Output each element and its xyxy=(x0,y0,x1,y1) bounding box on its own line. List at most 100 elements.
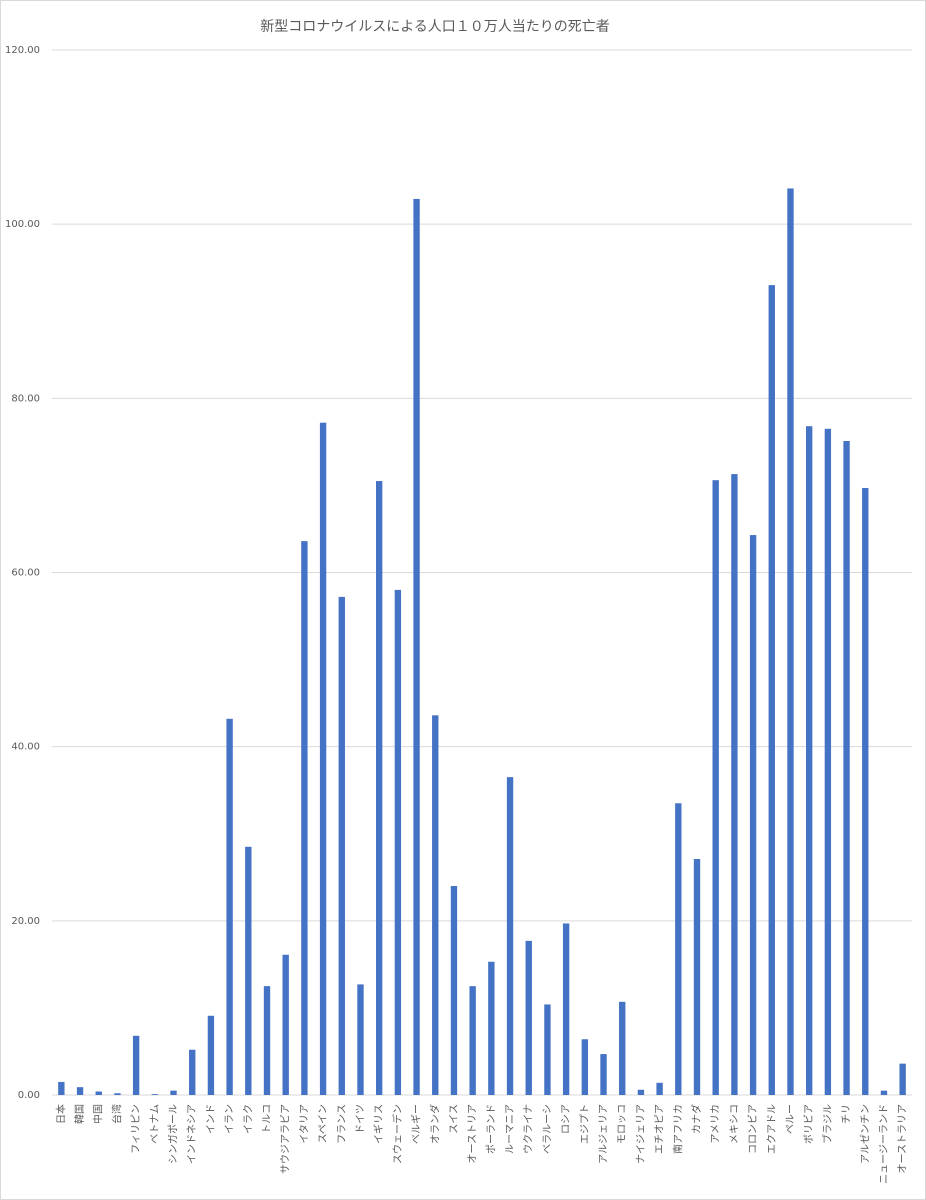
x-tick-label: 韓国 xyxy=(74,1104,86,1124)
bar xyxy=(76,1087,84,1095)
bar xyxy=(338,596,345,1095)
x-tick-label: サウジアラビア xyxy=(280,1104,292,1174)
x-tick-label: ロシア xyxy=(561,1104,572,1134)
bar xyxy=(488,961,495,1095)
bar xyxy=(581,1039,589,1095)
x-tick-label: オランダ xyxy=(428,1104,441,1144)
bar xyxy=(656,1082,663,1095)
x-tick-label: モロッコ xyxy=(617,1104,628,1144)
y-tick-label: 0.00 xyxy=(18,1090,40,1101)
x-tick-label: ドイツ xyxy=(355,1104,366,1134)
x-tick-label: スペイン xyxy=(318,1104,329,1143)
x-tick-label: 中国 xyxy=(92,1104,105,1124)
x-tick-label: ナイジェリア xyxy=(635,1104,647,1164)
y-tick-label: 20.00 xyxy=(11,916,40,927)
x-tick-label: シンガポール xyxy=(168,1104,180,1164)
x-tick-label: アメリカ xyxy=(710,1104,722,1144)
x-tick-label: スウェーデン xyxy=(391,1104,404,1164)
bar xyxy=(544,1004,551,1095)
x-tick-label: イラク xyxy=(242,1104,254,1134)
bar xyxy=(731,474,738,1095)
bar xyxy=(301,541,308,1095)
bar xyxy=(189,1049,196,1095)
bar xyxy=(787,188,794,1095)
bar xyxy=(637,1089,645,1095)
x-tick-label: アルゼンチン xyxy=(859,1104,871,1164)
x-tick-label: オーストラリア xyxy=(897,1104,909,1174)
bar xyxy=(450,886,458,1095)
x-tick-label: オーストリア xyxy=(467,1104,479,1164)
bar xyxy=(824,428,832,1095)
bar xyxy=(619,1001,626,1095)
x-tick-label: ニュージーランド xyxy=(878,1104,890,1184)
bar xyxy=(170,1090,177,1095)
x-tick-label: ルーマニア xyxy=(505,1104,516,1154)
bar xyxy=(749,535,757,1095)
bar xyxy=(282,954,289,1095)
x-tick-label: ボリビア xyxy=(803,1104,815,1144)
x-tick-label: イタリア xyxy=(298,1104,310,1144)
x-tick-label: 南アフリカ xyxy=(671,1104,684,1154)
x-tick-label: ポーランド xyxy=(485,1104,497,1154)
y-tick-label: 120.00 xyxy=(5,45,40,56)
x-tick-label: 台湾 xyxy=(110,1104,123,1124)
bar xyxy=(132,1035,140,1095)
x-tick-label: コロンビア xyxy=(747,1104,759,1154)
x-tick-label: ベトナム xyxy=(149,1104,161,1144)
x-tick-label: フランス xyxy=(336,1104,348,1144)
x-tick-label: イギリス xyxy=(373,1104,385,1144)
y-tick-label: 40.00 xyxy=(11,742,40,753)
bar xyxy=(862,488,869,1095)
bar xyxy=(394,589,402,1095)
bar xyxy=(319,422,327,1095)
bar xyxy=(562,923,570,1095)
y-tick-label: 100.00 xyxy=(5,219,40,230)
x-tick-label: ベラルーシ xyxy=(541,1104,553,1154)
bar xyxy=(506,777,514,1095)
x-tick-label: アルジェリア xyxy=(599,1104,610,1164)
y-tick-label: 60.00 xyxy=(11,568,40,579)
bar xyxy=(469,986,476,1095)
y-tick-label: 80.00 xyxy=(11,393,40,404)
bar xyxy=(880,1090,888,1095)
x-tick-label: ペルー xyxy=(785,1104,796,1134)
x-tick-label: カナダ xyxy=(690,1104,703,1134)
bar xyxy=(693,859,701,1095)
x-tick-label: イラン xyxy=(224,1104,236,1134)
x-tick-label: ベルギー xyxy=(411,1104,423,1144)
x-tick-label: エチオピア xyxy=(654,1104,666,1154)
bar xyxy=(413,198,420,1096)
bar xyxy=(432,715,439,1095)
bar xyxy=(805,426,813,1095)
bar xyxy=(95,1091,102,1095)
bar xyxy=(245,846,252,1095)
bar xyxy=(207,1015,215,1095)
bar xyxy=(525,940,532,1095)
bar xyxy=(151,1094,159,1095)
bar xyxy=(768,285,775,1095)
x-tick-label: ブラジル xyxy=(821,1104,834,1144)
bar xyxy=(843,441,850,1096)
bar xyxy=(263,986,271,1095)
x-tick-label: エクアドル xyxy=(766,1104,778,1154)
bar xyxy=(226,718,233,1095)
x-tick-label: ウクライナ xyxy=(523,1104,535,1154)
bar xyxy=(357,984,364,1095)
x-tick-label: トルコ xyxy=(262,1104,273,1134)
x-tick-label: 日本 xyxy=(54,1104,67,1124)
x-tick-label: フィリピン xyxy=(130,1104,142,1154)
x-tick-label: エジプト xyxy=(579,1104,591,1144)
x-tick-label: メキシコ xyxy=(729,1104,740,1144)
bar xyxy=(712,480,719,1096)
bar xyxy=(600,1054,607,1095)
bar xyxy=(675,803,682,1095)
x-tick-label: インドネシア xyxy=(186,1104,198,1164)
bar xyxy=(375,481,383,1095)
bar xyxy=(114,1093,121,1095)
x-tick-label: チリ xyxy=(841,1104,853,1124)
chart-title: 新型コロナウイルスによる人口１０万人当たりの死亡者 xyxy=(260,19,610,35)
x-tick-label: スイス xyxy=(449,1104,460,1134)
bar xyxy=(899,1063,906,1095)
